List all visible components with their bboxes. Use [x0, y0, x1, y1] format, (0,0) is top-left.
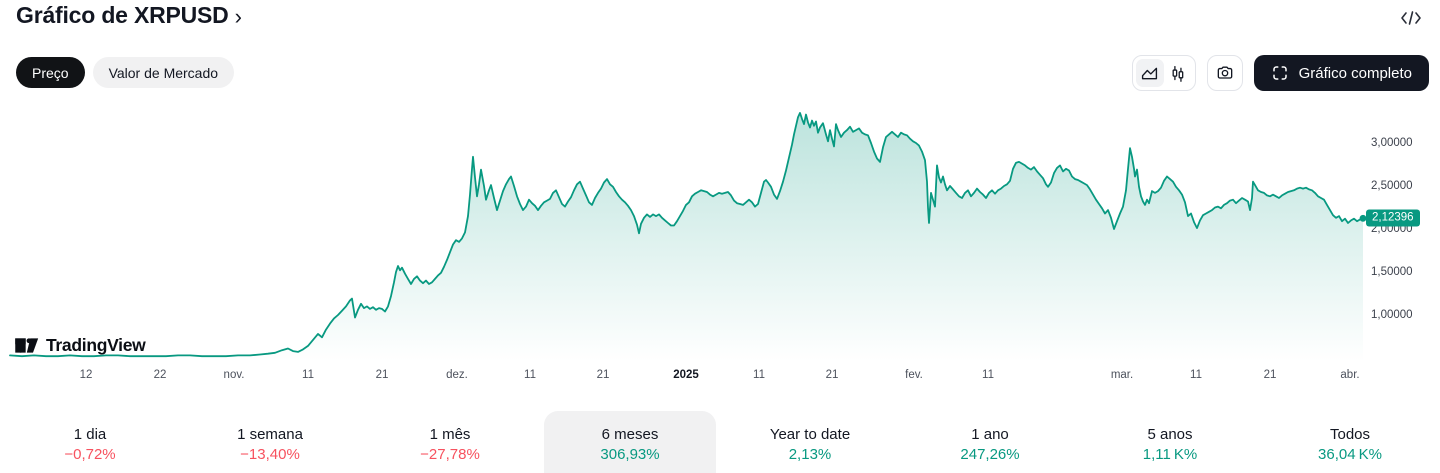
range-tab-change: 36,04 K%: [1318, 446, 1382, 463]
marketcap-mode-label: Valor de Mercado: [108, 64, 219, 81]
price-mode-pill[interactable]: Preço: [16, 57, 85, 88]
time-axis-label: 21: [1263, 369, 1277, 381]
price-axis-label: 3,00000: [1371, 136, 1413, 149]
chart-toolbar: Gráfico completo: [1131, 55, 1429, 91]
current-price-badge: 2,12396: [1366, 209, 1420, 227]
time-axis-label: mar.: [1110, 369, 1134, 381]
marketcap-mode-pill[interactable]: Valor de Mercado: [92, 57, 235, 88]
chart-line: [9, 112, 1364, 358]
range-tab-label: 1 semana: [237, 426, 303, 443]
chart-type-segmented-control: [1131, 55, 1196, 91]
last-price-dot: [1359, 214, 1367, 222]
time-axis-label: 22: [153, 369, 167, 381]
snapshot-button[interactable]: [1206, 55, 1243, 91]
camera-icon: [1217, 66, 1232, 79]
time-axis-label: 11: [1190, 369, 1202, 381]
range-tab-label: 1 ano: [971, 426, 1009, 443]
range-tab-change: 1,11 K%: [1142, 446, 1198, 463]
range-tab-change: −27,78%: [420, 446, 480, 463]
time-axis-label: 21: [825, 369, 839, 381]
range-tab-change: 247,26%: [960, 446, 1020, 463]
time-axis-label: 2025: [673, 369, 699, 381]
range-tab-todos[interactable]: Todos 36,04 K%: [1264, 411, 1436, 473]
range-tab-label: 1 dia: [73, 426, 107, 443]
chart-mode-toggle: Preço Valor de Mercado: [16, 57, 235, 88]
time-axis-label: 11: [982, 369, 994, 381]
full-chart-label: Gráfico completo: [1298, 64, 1412, 82]
price-axis-label: 2,50000: [1371, 179, 1413, 192]
range-tab-change: 306,93%: [600, 446, 660, 463]
range-tab-label: 5 anos: [1147, 426, 1193, 443]
range-tab-label: 1 mês: [429, 426, 471, 443]
range-tab-1-dia[interactable]: 1 dia −0,72%: [4, 411, 176, 473]
range-tab-label: 6 meses: [601, 426, 659, 443]
time-axis-label: nov.: [223, 369, 245, 381]
price-mode-label: Preço: [32, 64, 69, 81]
range-tab-1-semana[interactable]: 1 semana −13,40%: [184, 411, 356, 473]
time-axis-label: 21: [375, 369, 389, 381]
area-chart-icon: [1142, 67, 1158, 79]
code-icon: [1401, 11, 1421, 25]
candlestick-chart-type-button[interactable]: [1164, 59, 1192, 87]
chart-area-fill: [10, 112, 1363, 363]
tradingview-logo-icon: [15, 338, 39, 353]
tradingview-attribution-link[interactable]: TradingView: [14, 335, 146, 356]
range-tab-label: Todos: [1329, 426, 1371, 443]
time-axis-label: 11: [302, 369, 314, 381]
area-chart-type-button[interactable]: [1135, 59, 1164, 87]
full-chart-button[interactable]: Gráfico completo: [1253, 55, 1429, 91]
range-tab-year-to-date[interactable]: Year to date 2,13%: [724, 411, 896, 473]
chevron-right-icon: ›: [234, 3, 242, 29]
time-axis-label: abr.: [1340, 369, 1360, 381]
fullscreen-icon: [1272, 66, 1287, 80]
embed-code-button[interactable]: [1398, 6, 1424, 30]
range-tabs: 1 dia −0,72% 1 semana −13,40% 1 mês −27,…: [0, 405, 1440, 473]
range-tab-change: 2,13%: [788, 446, 832, 463]
time-axis-label: fev.: [905, 369, 923, 381]
range-tab-change: −13,40%: [240, 446, 300, 463]
time-axis-label: 11: [524, 369, 536, 381]
range-tab-6-meses[interactable]: 6 meses 306,93%: [544, 411, 716, 473]
range-tab-1-ano[interactable]: 1 ano 247,26%: [904, 411, 1076, 473]
time-axis-label: 21: [596, 369, 610, 381]
time-axis-label: dez.: [446, 369, 468, 381]
range-tab-1-mes[interactable]: 1 mês −27,78%: [364, 411, 536, 473]
range-tab-label: Year to date: [769, 426, 851, 443]
page-title: Gráfico de XRPUSD: [16, 2, 229, 28]
current-price-value: 2,12396: [1372, 211, 1414, 224]
range-tab-change: −0,72%: [64, 446, 116, 463]
price-axis-label: 1,50000: [1371, 265, 1413, 278]
price-axis-label: 1,00000: [1371, 308, 1413, 321]
tradingview-logo-text: TradingView: [46, 335, 146, 355]
page-title-link[interactable]: Gráfico de XRPUSD ›: [16, 2, 242, 29]
candlestick-icon: [1172, 65, 1184, 82]
time-axis-label: 11: [753, 369, 765, 381]
range-tab-5-anos[interactable]: 5 anos 1,11 K%: [1084, 411, 1256, 473]
time-axis-label: 12: [79, 369, 93, 381]
price-area-chart[interactable]: [0, 100, 1440, 370]
